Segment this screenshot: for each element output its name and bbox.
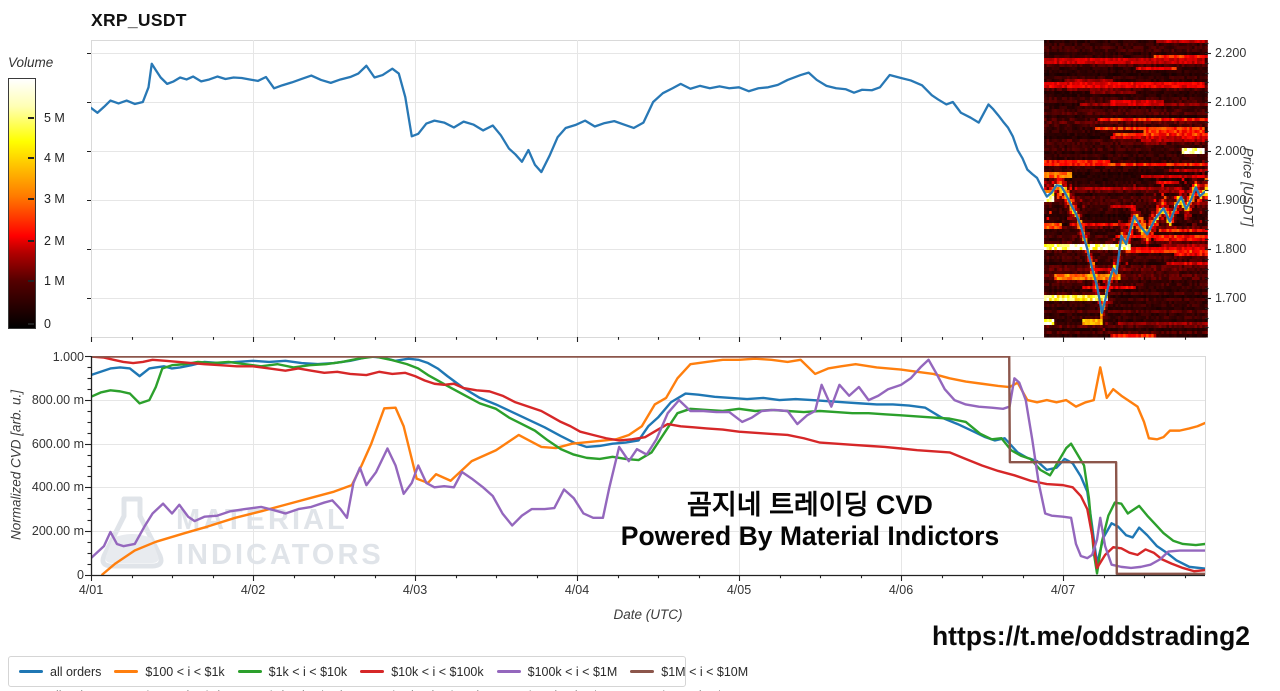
legend-swatch-icon <box>360 670 385 673</box>
page-title: XRP_USDT <box>91 10 187 30</box>
date-tick-label: 4/04 <box>564 583 590 597</box>
price-tick-label: 2.200 <box>1215 46 1247 60</box>
legend-label: $10k < i < $100k <box>390 689 482 691</box>
volume-colorbar-tick <box>28 198 34 200</box>
legend-label: $1k < i < $10k <box>268 689 347 691</box>
legend-swatch-icon <box>237 670 262 673</box>
volume-colorbar-tick-label: 5 M <box>44 111 65 125</box>
date-tick-label: 4/07 <box>1050 583 1076 597</box>
price-tick-label: 1.700 <box>1215 291 1247 305</box>
cvd-tick-label: 800.00 m <box>31 393 84 408</box>
legend-label: all orders <box>50 664 102 679</box>
legend-swatch-icon <box>630 670 655 673</box>
cvd-tick-label: 200.00 m <box>31 523 84 538</box>
legend-swatch-icon <box>19 670 43 673</box>
cvd-tick-label: 1.000 <box>52 349 84 364</box>
price-tick-label: 1.800 <box>1215 242 1247 256</box>
legend-label: all orders <box>49 689 100 691</box>
cvd-tick-label: 0 <box>77 567 84 582</box>
volume-colorbar-tick <box>28 157 34 159</box>
volume-colorbar-tick <box>28 280 34 282</box>
cvd-tick-label: 400.00 m <box>31 480 84 495</box>
legend-label: $100 < i < $1k <box>144 689 223 691</box>
price-tick-label: 1.900 <box>1215 193 1247 207</box>
date-tick-label: 4/05 <box>726 583 752 597</box>
date-tick-label: 4/03 <box>402 583 428 597</box>
legend-label: $100k < i < $1M <box>527 664 618 679</box>
date-axis-title: Date (UTC) <box>613 607 683 622</box>
volume-colorbar-tick-label: 4 M <box>44 151 65 165</box>
volume-colorbar-tick-label: 3 M <box>44 192 65 206</box>
legend-item: $1k < i < $10k <box>237 664 348 679</box>
legend-item: $1k < i < $10k <box>237 689 347 691</box>
date-tick-label: 4/06 <box>888 583 914 597</box>
legend-item: $1M < i < $10M <box>629 689 747 691</box>
telegram-url: https://t.me/oddstrading2 <box>932 621 1250 651</box>
legend-clipped-row: all orders $100 < i < $1k $1k < i < $10k $1… <box>8 689 747 691</box>
volume-colorbar-tick <box>28 117 34 119</box>
legend-swatch-icon <box>114 670 139 673</box>
korean-watermark-title: 곰지네 트레이딩 CVD <box>687 490 933 520</box>
legend-item: $10k < i < $100k <box>359 689 482 691</box>
legend-item: $100 < i < $1k <box>114 664 225 679</box>
volume-colorbar-tick-label: 1 M <box>44 274 65 288</box>
cvd-axis-title: Normalized CVD [arb. u.] <box>8 389 24 541</box>
legend-item: $100k < i < $1M <box>496 689 617 691</box>
legend-item: $100 < i < $1k <box>113 689 223 691</box>
legend-item: all orders <box>18 689 100 691</box>
price-axis-title: Price [USDT] <box>1240 147 1256 227</box>
legend-label: $1M < i < $10M <box>661 664 749 679</box>
cvd-tick-label: 600.00 m <box>31 436 84 451</box>
legend-item: all orders <box>19 665 101 679</box>
legend-label: $1k < i < $10k <box>268 664 348 679</box>
date-tick-label: 4/02 <box>240 583 266 597</box>
price-tick-label: 2.100 <box>1215 95 1247 109</box>
volume-colorbar-tick <box>28 240 34 242</box>
legend: all orders $100 < i < $1k $1k < i < $10k $1… <box>8 656 748 687</box>
volume-colorbar-tick-label: 0 <box>44 317 51 331</box>
volume-colorbar <box>8 78 36 329</box>
legend-label: $100 < i < $1k <box>145 664 225 679</box>
legend-item: $10k < i < $100k <box>360 664 484 679</box>
legend-label: $100k < i < $1M <box>527 689 617 691</box>
volume-colorbar-tick <box>28 323 34 325</box>
volume-colorbar-tick-label: 2 M <box>44 234 65 248</box>
legend-label: $1M < i < $10M <box>660 689 747 691</box>
date-tick-label: 4/01 <box>78 583 104 597</box>
legend-swatch-icon <box>496 670 521 673</box>
powered-by-text: Powered By Material Indictors <box>620 521 1000 551</box>
price-tick-label: 2.000 <box>1215 144 1247 158</box>
korean-watermark: 곰지네 트레이딩 CVD Powered By Material Indicto… <box>560 490 1060 551</box>
legend-item: $100k < i < $1M <box>496 664 618 679</box>
legend-item: $1M < i < $10M <box>630 665 748 679</box>
volume-colorbar-label: Volume <box>8 55 54 70</box>
legend-label: $10k < i < $100k <box>391 664 484 679</box>
